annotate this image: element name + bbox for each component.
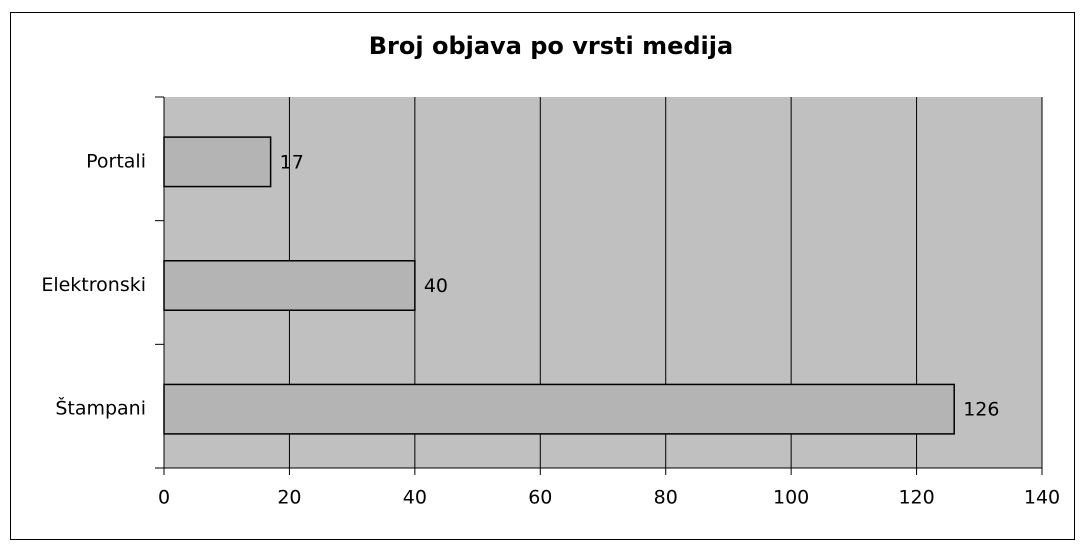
y-tick-label: Štampani bbox=[55, 396, 146, 420]
x-tick-label: 0 bbox=[158, 487, 170, 509]
y-tick-label: Portali bbox=[86, 150, 146, 172]
data-label: 17 bbox=[280, 151, 304, 173]
bar bbox=[163, 383, 955, 435]
x-tick-label: 40 bbox=[403, 487, 427, 509]
x-tick-label: 100 bbox=[773, 487, 809, 509]
bar bbox=[163, 260, 416, 311]
chart-title: Broj objava po vrsti medija bbox=[369, 32, 733, 60]
bar bbox=[163, 136, 272, 188]
x-tick-label: 60 bbox=[528, 487, 552, 509]
data-label: 126 bbox=[963, 399, 999, 421]
y-tick-label: Elektronski bbox=[41, 274, 146, 296]
x-tick-label: 20 bbox=[277, 487, 301, 509]
x-tick-label: 120 bbox=[898, 487, 934, 509]
data-label: 40 bbox=[424, 275, 448, 297]
x-tick-label: 80 bbox=[654, 487, 678, 509]
x-tick-label: 140 bbox=[1024, 487, 1060, 509]
